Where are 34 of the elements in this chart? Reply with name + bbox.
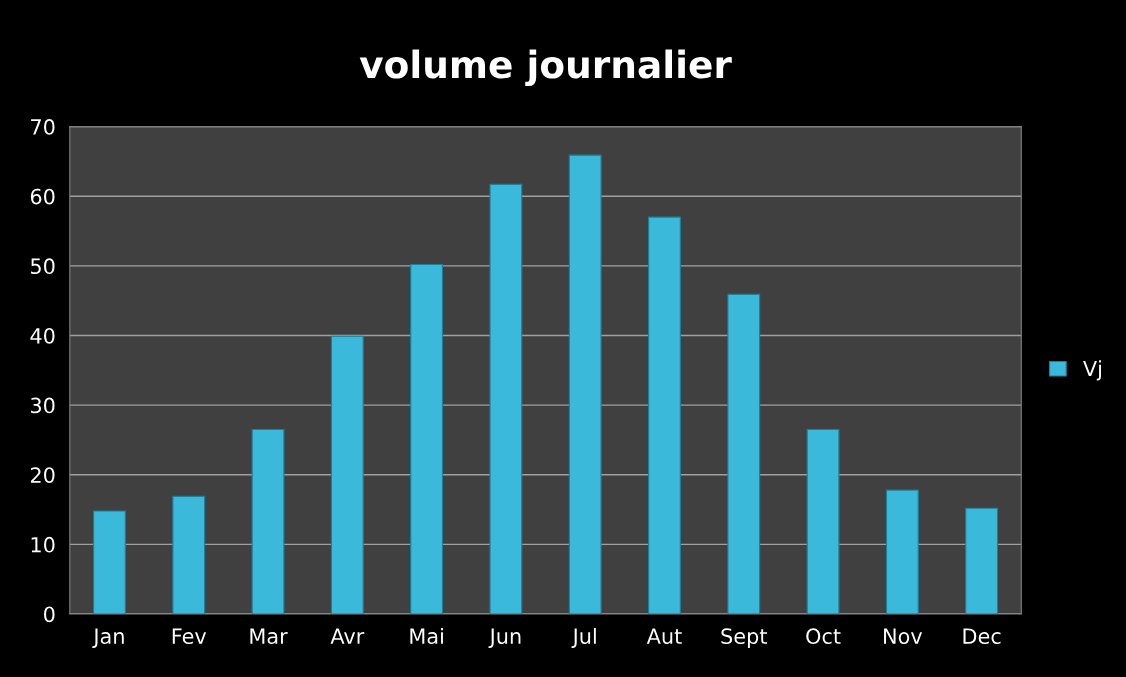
x-tick-label: Jun (488, 628, 521, 648)
bar (410, 263, 444, 615)
bar (568, 154, 602, 615)
y-tick-label: 40 (30, 327, 55, 344)
bar (727, 293, 761, 615)
bar (489, 183, 523, 615)
x-tick-label: Sept (721, 628, 767, 649)
bar (251, 428, 285, 615)
y-tick-label: 70 (31, 119, 55, 135)
bar (885, 489, 919, 615)
x-tick-label: Oct (806, 628, 841, 645)
x-tick-label: Jan (92, 628, 124, 648)
y-tick-label: 10 (31, 536, 55, 553)
bar (965, 507, 999, 615)
x-tick-label: Dec (963, 628, 1001, 645)
y-tick-label: 50 (31, 258, 55, 275)
x-tick-label: Aut (646, 628, 682, 645)
x-tick-label: Avr (330, 628, 365, 644)
bar (648, 216, 681, 615)
x-tick-label: Fev (172, 628, 207, 645)
y-tick-label: 0 (44, 606, 55, 623)
chart-title: volume journalier (359, 49, 732, 87)
x-tick-label: Nov (884, 628, 923, 645)
y-tick-label: 60 (30, 188, 55, 205)
x-tick-label: Jul (571, 627, 596, 648)
y-tick-label: 20 (30, 467, 55, 483)
bar (172, 495, 206, 615)
legend-label: Vj (1083, 360, 1101, 381)
y-tick-label: 30 (31, 397, 55, 414)
x-tick-label: Mar (250, 628, 288, 645)
bar (806, 428, 840, 615)
x-tick-label: Mai (410, 627, 443, 645)
bar (330, 335, 364, 615)
bar (93, 510, 126, 615)
